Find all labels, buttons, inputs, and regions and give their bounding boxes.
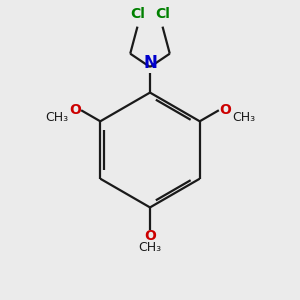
Text: O: O xyxy=(219,103,231,117)
Text: O: O xyxy=(144,230,156,244)
Text: Cl: Cl xyxy=(130,7,145,21)
Text: N: N xyxy=(143,54,157,72)
Text: Cl: Cl xyxy=(155,7,170,21)
Text: CH₃: CH₃ xyxy=(232,111,255,124)
Text: CH₃: CH₃ xyxy=(138,241,162,254)
Text: O: O xyxy=(69,103,81,117)
Text: CH₃: CH₃ xyxy=(45,111,68,124)
